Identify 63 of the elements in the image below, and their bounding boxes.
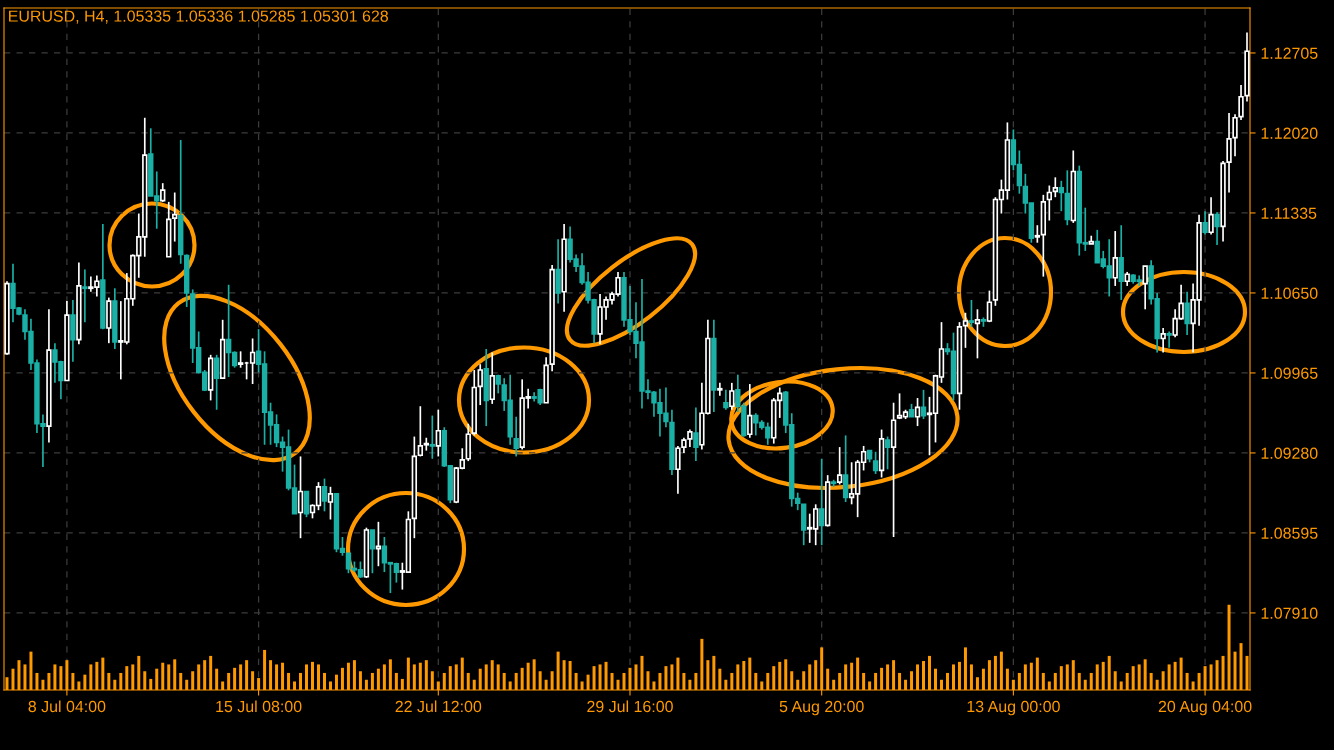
y-tick-label: 1.09280 <box>1261 447 1318 459</box>
candlestick <box>375 521 382 568</box>
candlestick <box>723 389 729 411</box>
candlestick <box>747 383 753 439</box>
y-tick-label: 1.10650 <box>1261 287 1318 299</box>
y-tick-label: 1.08595 <box>1261 527 1318 539</box>
candlestick <box>1118 224 1124 301</box>
candlestick <box>513 415 519 458</box>
candlestick <box>1232 113 1238 158</box>
x-tick-label: 29 Jul 16:00 <box>587 700 673 713</box>
candlestick <box>249 337 256 385</box>
candlestick <box>968 299 975 328</box>
candlestick <box>1046 184 1053 222</box>
candlestick <box>1184 290 1190 336</box>
candlestick <box>1166 330 1172 349</box>
candlestick <box>914 397 921 427</box>
candlestick <box>327 485 334 521</box>
candlestick <box>1238 84 1244 121</box>
chart-title: EURUSD, H4, 1.05335 1.05336 1.05285 1.05301 628 <box>9 10 388 24</box>
candlestick <box>693 406 699 462</box>
candlestick <box>818 457 825 547</box>
candlestick <box>974 308 981 360</box>
candlestick <box>836 446 843 486</box>
candlestick <box>986 289 993 323</box>
candlestick <box>1208 196 1214 236</box>
candlestick <box>477 363 483 406</box>
candlestick <box>872 450 879 475</box>
candlestick <box>884 435 891 471</box>
x-tick-label: 8 Jul 04:00 <box>28 700 106 713</box>
y-tick-label: 1.12020 <box>1261 127 1318 139</box>
candlestick <box>555 238 561 305</box>
x-tick-label: 22 Jul 12:00 <box>395 700 482 713</box>
candlestick <box>489 351 495 405</box>
x-tick-label: 13 Aug 00:00 <box>967 700 1060 716</box>
candlestick <box>842 434 849 503</box>
candlestick <box>321 477 328 513</box>
y-tick-label: 1.07910 <box>1261 607 1318 619</box>
candlestick <box>429 414 436 460</box>
candlestick <box>1058 180 1064 213</box>
candlestick <box>962 311 969 349</box>
candlestick <box>920 389 927 420</box>
candlestick <box>729 382 735 411</box>
candlestick <box>82 268 88 323</box>
x-tick-label: 15 Jul 08:00 <box>216 700 302 713</box>
x-tick-label: 5 Aug 20:00 <box>779 700 864 716</box>
candlestick <box>435 408 441 458</box>
y-tick-label: 1.12705 <box>1261 47 1318 59</box>
candlestick <box>213 354 220 411</box>
candlestick <box>160 182 166 203</box>
y-tick-label: 1.11335 <box>1261 207 1317 219</box>
candlestick <box>1214 211 1220 246</box>
candlestick <box>1052 176 1059 199</box>
candlestick <box>1202 210 1208 236</box>
candlestick <box>1112 230 1118 287</box>
candlestick <box>369 529 376 575</box>
candlestick <box>297 455 304 540</box>
candlestick <box>303 490 310 518</box>
candlestick <box>717 382 723 397</box>
candlestick <box>172 191 178 243</box>
candlestick <box>1142 265 1148 311</box>
y-tick-label: 1.09965 <box>1261 367 1318 379</box>
candlestick <box>1160 327 1166 354</box>
x-tick-label: 20 Aug 04:00 <box>1158 700 1252 716</box>
